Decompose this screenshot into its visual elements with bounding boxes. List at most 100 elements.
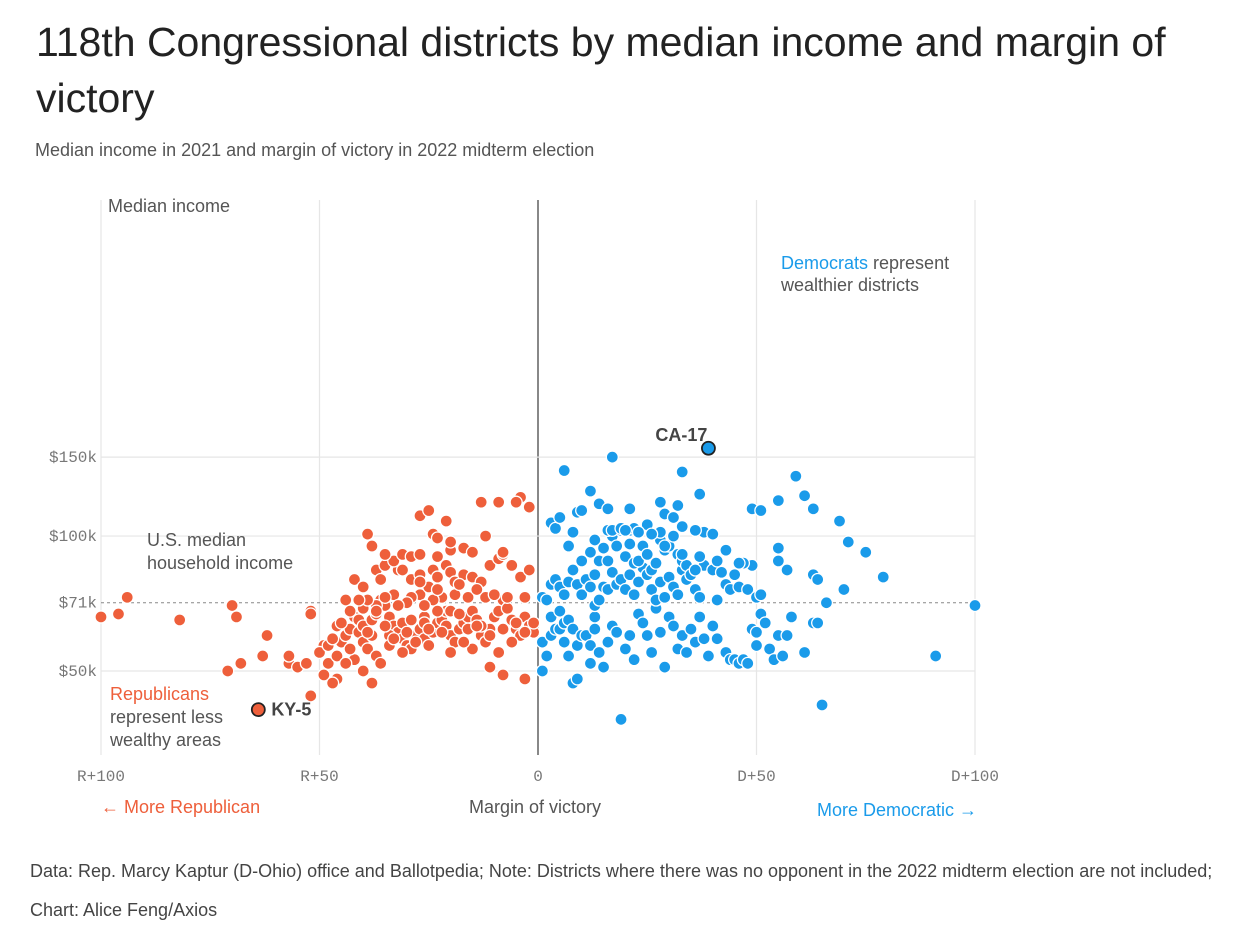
- democratic-district-point: [697, 632, 711, 646]
- democratic-district-point: [601, 554, 615, 568]
- republican-district-point: [505, 635, 519, 649]
- republican-district-point: [496, 545, 510, 559]
- republican-district-point: [360, 527, 375, 541]
- republican-district-point: [339, 656, 353, 671]
- highlighted-point-ky-5: [250, 702, 266, 718]
- democratic-district-point: [771, 493, 785, 508]
- democratic-district-point: [631, 554, 646, 568]
- x-tick-label: R+50: [300, 768, 338, 786]
- democratic-district-point: [618, 523, 633, 537]
- democratic-district-point: [623, 537, 637, 551]
- republican-district-point: [282, 649, 296, 663]
- republican-district-point: [299, 656, 314, 671]
- republican-district-point: [417, 598, 432, 613]
- median-label-line-2: household income: [147, 553, 293, 573]
- republican-district-point: [325, 632, 340, 646]
- democratic-district-point: [583, 656, 598, 671]
- republican-district-point: [422, 638, 436, 653]
- republican-district-point: [356, 664, 370, 678]
- democratic-district-point: [644, 527, 659, 541]
- republican-district-point: [304, 607, 318, 621]
- republican-district-point: [430, 549, 445, 564]
- democrats-label: Democrats: [781, 253, 868, 273]
- republican-district-point: [500, 601, 515, 615]
- republican-district-point: [378, 590, 392, 604]
- y-tick-label: $100k: [49, 528, 97, 546]
- y-tick-label: $71k: [59, 595, 97, 613]
- republican-district-point: [173, 613, 187, 627]
- democratic-district-point: [644, 645, 659, 660]
- democratic-district-point: [811, 616, 825, 630]
- republican-district-point: [330, 649, 344, 663]
- democratic-district-point: [588, 533, 602, 547]
- republican-district-point: [496, 668, 510, 682]
- democratic-district-point: [623, 628, 637, 643]
- republican-district-point: [408, 635, 423, 649]
- republican-district-point: [492, 645, 506, 660]
- more-republican-label: ← More Republican: [101, 797, 260, 817]
- democratic-district-point: [719, 543, 733, 557]
- republican-district-point: [374, 572, 388, 587]
- democratic-district-point: [710, 593, 724, 607]
- democratic-district-point: [583, 638, 598, 653]
- democratic-district-point: [623, 502, 637, 516]
- highlighted-point-ca-17: [701, 440, 716, 456]
- democratic-district-point: [548, 521, 563, 536]
- democratic-district-point: [732, 556, 746, 570]
- democratic-district-point: [566, 525, 580, 539]
- republican-district-point: [422, 622, 436, 636]
- republican-district-point: [465, 642, 480, 656]
- republican-district-point: [304, 689, 318, 703]
- republican-district-point: [378, 547, 392, 562]
- republican-district-point: [461, 590, 475, 604]
- democratic-district-point: [658, 660, 672, 674]
- democratic-district-point: [811, 572, 825, 587]
- democratic-district-point: [749, 638, 764, 653]
- republican-district-point: [111, 607, 126, 621]
- republican-district-point: [526, 616, 541, 630]
- x-axis-title: Margin of victory: [469, 797, 601, 817]
- democratic-district-point: [588, 568, 602, 582]
- democratic-district-point: [627, 653, 641, 667]
- republicans-label-line-3: wealthy areas: [109, 730, 221, 750]
- republican-district-point: [492, 495, 506, 509]
- democratic-district-point: [797, 645, 812, 660]
- democratic-district-point: [693, 487, 707, 501]
- republican-district-point: [321, 656, 335, 671]
- republican-district-point: [422, 503, 436, 518]
- x-tick-label: D+100: [951, 768, 999, 786]
- republican-district-point: [360, 642, 375, 656]
- democratic-district-point: [535, 635, 550, 649]
- democratic-district-point: [653, 495, 668, 509]
- democratic-district-point: [741, 656, 755, 671]
- democratic-district-point: [605, 450, 619, 464]
- democratic-district-point: [575, 503, 589, 518]
- democratic-district-point: [596, 541, 611, 555]
- democratic-district-point: [728, 568, 742, 582]
- democratic-district-point: [570, 672, 584, 686]
- republican-district-point: [369, 604, 383, 618]
- democratic-district-point: [706, 527, 720, 541]
- republican-district-point: [221, 664, 235, 678]
- republican-district-point: [518, 625, 532, 639]
- republican-district-point: [483, 558, 497, 573]
- data-points: [94, 450, 982, 727]
- republican-district-point: [347, 572, 362, 587]
- democratic-district-point: [535, 664, 550, 678]
- republican-district-point: [360, 625, 375, 639]
- democratic-district-point: [614, 712, 628, 727]
- republican-district-point: [391, 598, 405, 613]
- republican-district-point: [483, 660, 497, 674]
- republican-district-point: [487, 588, 501, 602]
- democratic-district-point: [557, 635, 571, 649]
- grid: [100, 200, 976, 755]
- democratic-district-point: [666, 510, 681, 525]
- democratic-district-point: [649, 556, 663, 570]
- republican-district-point: [430, 570, 445, 584]
- democratic-district-point: [653, 625, 668, 639]
- democratic-district-point: [815, 698, 829, 712]
- democratic-district-point: [929, 649, 943, 663]
- republican-district-point: [256, 649, 270, 663]
- democratic-district-point: [675, 519, 689, 534]
- democrats-label-line-2: wealthier districts: [780, 275, 919, 295]
